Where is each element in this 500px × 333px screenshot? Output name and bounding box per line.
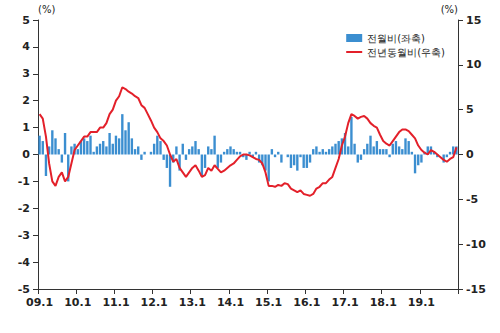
svg-text:19.1: 19.1 — [408, 296, 435, 309]
svg-text:전월비(좌축): 전월비(좌축) — [367, 33, 425, 44]
svg-text:12.1: 12.1 — [141, 296, 168, 309]
svg-text:16.1: 16.1 — [293, 296, 320, 309]
svg-text:15: 15 — [466, 14, 481, 27]
svg-text:10: 10 — [466, 58, 482, 71]
svg-text:-3: -3 — [18, 229, 30, 242]
svg-text:3: 3 — [22, 67, 30, 80]
svg-text:-4: -4 — [18, 256, 31, 269]
svg-text:14.1: 14.1 — [217, 296, 244, 309]
svg-text:0: 0 — [22, 148, 30, 161]
svg-text:(%): (%) — [441, 4, 458, 15]
svg-text:13.1: 13.1 — [179, 296, 206, 309]
svg-text:(%): (%) — [38, 4, 55, 15]
svg-text:18.1: 18.1 — [370, 296, 397, 309]
svg-text:5: 5 — [22, 14, 30, 27]
svg-text:15.1: 15.1 — [255, 296, 282, 309]
svg-text:4: 4 — [22, 40, 30, 53]
svg-text:-10: -10 — [466, 238, 486, 251]
svg-text:1: 1 — [22, 121, 30, 134]
svg-text:-2: -2 — [18, 202, 30, 215]
svg-text:17.1: 17.1 — [331, 296, 358, 309]
svg-text:0: 0 — [466, 148, 474, 161]
svg-text:-1: -1 — [18, 175, 30, 188]
svg-text:09.1: 09.1 — [26, 296, 53, 309]
svg-text:전년동월비(우축): 전년동월비(우축) — [367, 47, 445, 58]
svg-text:-5: -5 — [18, 283, 30, 296]
svg-text:10.1: 10.1 — [64, 296, 91, 309]
svg-text:-15: -15 — [466, 283, 486, 296]
svg-text:2: 2 — [22, 94, 30, 107]
svg-text:-5: -5 — [466, 193, 478, 206]
svg-text:5: 5 — [466, 103, 474, 116]
svg-text:11.1: 11.1 — [102, 296, 129, 309]
